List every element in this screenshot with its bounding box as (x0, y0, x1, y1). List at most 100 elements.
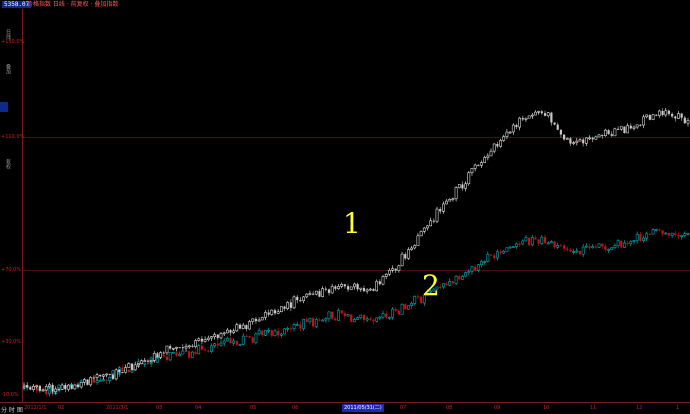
series-2-candle (534, 237, 537, 240)
series-2-candle (188, 351, 191, 358)
series-2-candle (620, 240, 623, 248)
series-2-candle (448, 281, 452, 286)
series-2-candle (327, 311, 331, 320)
x-axis-label: 09 (494, 405, 501, 411)
timeshare-tab[interactable]: 分 时 图 (1, 407, 23, 414)
series-2-candle (686, 233, 690, 235)
series-1-candle (575, 140, 579, 143)
series-1-candle (105, 373, 108, 376)
x-axis-label: 02 (58, 405, 65, 411)
series-1-candle (565, 138, 569, 140)
series-2-candle (654, 229, 658, 231)
series-2-candle (626, 243, 629, 245)
series-2-candle (273, 330, 277, 337)
series-1-candle (232, 330, 236, 333)
series-1-candle (270, 309, 274, 315)
series-1-candle (206, 337, 210, 340)
series-2-candle (340, 310, 343, 314)
series-1-candle (289, 302, 292, 308)
series-1-candle (553, 122, 556, 125)
axis-marker (0, 102, 8, 112)
series-1-candle (480, 162, 483, 166)
series-2-candle (426, 291, 429, 296)
series-1-candle (346, 286, 350, 290)
series-1-candle (222, 332, 226, 335)
series-2-candle (543, 237, 547, 243)
series-2-candle (597, 243, 601, 248)
series-1-candle (334, 286, 337, 289)
series-2-candle (521, 240, 525, 245)
series-1-candle (219, 333, 223, 339)
series-2-candle (391, 308, 394, 318)
series-1-candle (442, 203, 445, 212)
series-2-candle (658, 229, 661, 231)
series-2-candle (439, 286, 442, 288)
series-1-candle (327, 289, 331, 293)
series-1-candle (578, 139, 582, 142)
series-1-candle (407, 249, 410, 259)
series-2-candle (197, 345, 201, 355)
series-1-candle (448, 198, 452, 202)
series-2-candle (362, 315, 366, 321)
series-2-candle (476, 264, 480, 271)
series-1-candle (213, 334, 216, 337)
series-2-candle (575, 250, 579, 253)
series-1-candle (343, 284, 346, 287)
series-2-candle (292, 324, 296, 329)
series-1-candle (254, 318, 258, 322)
series-1-candle (483, 157, 487, 163)
series-1-candle (286, 302, 290, 310)
series-2-candle (591, 246, 595, 249)
series-1-candle (137, 363, 140, 366)
x-axis-label: 11 (590, 405, 597, 411)
series-1-candle (451, 198, 455, 201)
axis-vertical-label: 叠加 (5, 64, 11, 74)
chart-header-bar: 5358.07 价格指数 日线 · 前复权 · 叠加指数 (0, 0, 690, 9)
series-2-candle (238, 344, 242, 346)
series-1-candle (648, 114, 651, 120)
series-2-candle (489, 254, 493, 256)
series-2-candle (165, 356, 169, 360)
series-2-candle (664, 232, 668, 235)
axis-tick-label: -10.0% (1, 392, 19, 398)
series-2-candle (511, 246, 515, 248)
series-2-candle (203, 349, 207, 351)
series-2-candle (581, 246, 585, 255)
series-1-candle (499, 140, 502, 147)
series-1-candle (210, 336, 213, 339)
series-2-candle (629, 241, 633, 244)
series-1-candle (473, 164, 477, 169)
series-2-candle (410, 303, 413, 306)
series-1-candle (99, 374, 102, 377)
x-axis-label: 10 (543, 405, 550, 411)
series-2-candle (305, 319, 308, 322)
series-1-candle (445, 200, 448, 205)
series-1-candle (276, 311, 280, 314)
series-2-candle (454, 275, 458, 284)
series-1-candle (29, 387, 32, 390)
series-2-candle (175, 352, 178, 356)
x-axis-label: 1 (676, 405, 680, 411)
series-1-candle (225, 329, 229, 334)
series-1-candle (273, 310, 277, 314)
x-axis-label: 05 (250, 405, 257, 411)
series-2-candle (261, 330, 264, 336)
series-2-candle (528, 237, 531, 245)
series-1-candle (667, 110, 671, 114)
series-1-candle (191, 345, 194, 347)
series-1-candle (171, 347, 175, 350)
series-1-candle (457, 184, 461, 188)
series-2-candle (321, 319, 324, 322)
series-1-candle (362, 288, 366, 292)
series-2-candle (98, 380, 102, 382)
series-1-candle (432, 220, 435, 222)
series-1-candle (260, 317, 264, 321)
current-price-box[interactable]: 5358.07 (2, 1, 32, 8)
series-2-candle (435, 286, 439, 290)
series-1-candle (152, 353, 156, 361)
series-2-candle (229, 338, 232, 344)
series-1-candle (375, 281, 379, 292)
series-1-candle (537, 111, 541, 113)
series-2-candle (505, 247, 509, 252)
